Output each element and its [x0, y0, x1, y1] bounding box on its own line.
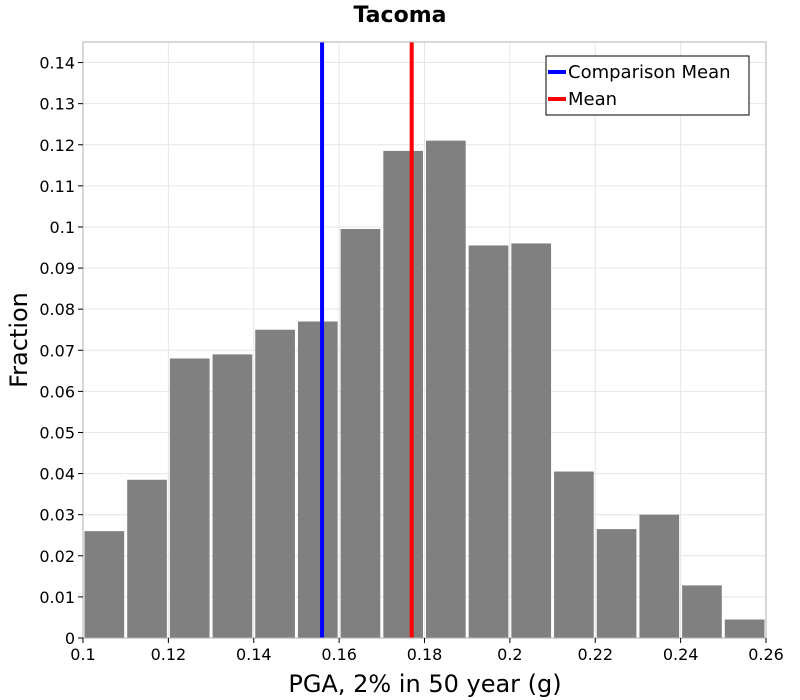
- bar-1: [127, 479, 167, 638]
- bar-0: [84, 531, 125, 638]
- x-tick-label-8: 0.26: [748, 645, 784, 664]
- y-tick-label-3: 0.03: [39, 506, 75, 525]
- x-tick-label-3: 0.16: [321, 645, 357, 664]
- y-tick-label-8: 0.08: [39, 300, 75, 319]
- x-tick-label-4: 0.18: [407, 645, 443, 664]
- bar-2: [169, 358, 210, 638]
- bar-11: [554, 471, 594, 638]
- bar-7: [383, 150, 423, 638]
- legend: Comparison Mean Mean: [545, 55, 750, 116]
- bars-group: [84, 140, 765, 639]
- y-tick-label-9: 0.09: [39, 259, 75, 278]
- x-tick-label-1: 0.12: [151, 645, 187, 664]
- chart-title: Tacoma: [354, 3, 447, 28]
- y-axis-label: Fraction: [5, 292, 33, 388]
- y-tick-label-11: 0.11: [39, 177, 75, 196]
- x-tick-label-6: 0.22: [577, 645, 613, 664]
- bar-15: [724, 619, 765, 638]
- y-tick-label-5: 0.05: [39, 423, 75, 442]
- x-tick-label-0: 0.1: [70, 645, 95, 664]
- y-tick-label-13: 0.13: [39, 95, 75, 114]
- y-axis-ticks: 0 0.01 0.02 0.03 0.04 0.05 0.06 0.07 0.08 0.09 0.1…: [39, 54, 83, 648]
- x-axis-label: PGA, 2% in 50 year (g): [288, 670, 561, 698]
- x-axis-ticks: 0.1 0.12 0.14 0.16 0.18 0.2 0.22 0.24 0.26: [70, 638, 784, 664]
- y-tick-label-0: 0: [65, 629, 75, 648]
- x-tick-label-7: 0.24: [663, 645, 699, 664]
- legend-label-comparison-mean: Comparison Mean: [568, 62, 731, 83]
- y-tick-label-7: 0.07: [39, 341, 75, 360]
- x-tick-label-2: 0.14: [236, 645, 272, 664]
- bar-14: [682, 585, 722, 638]
- y-tick-label-2: 0.02: [39, 547, 75, 566]
- x-tick-label-5: 0.2: [497, 645, 522, 664]
- y-tick-label-1: 0.01: [39, 588, 75, 607]
- y-tick-label-14: 0.14: [39, 54, 75, 73]
- y-tick-label-10: 0.1: [50, 218, 75, 237]
- legend-box: [545, 55, 750, 116]
- mean-lines-group: [320, 42, 414, 638]
- y-tick-label-4: 0.04: [39, 465, 75, 484]
- bar-3: [212, 354, 253, 638]
- bar-9: [468, 245, 509, 638]
- bar-5: [297, 321, 338, 638]
- bar-13: [639, 514, 680, 638]
- bar-8: [426, 140, 466, 639]
- bar-12: [596, 529, 637, 638]
- bar-6: [340, 229, 381, 638]
- y-tick-label-12: 0.12: [39, 136, 75, 155]
- y-tick-label-6: 0.06: [39, 382, 75, 401]
- legend-label-mean: Mean: [568, 89, 617, 110]
- bar-10: [511, 243, 552, 638]
- bar-4: [255, 329, 295, 638]
